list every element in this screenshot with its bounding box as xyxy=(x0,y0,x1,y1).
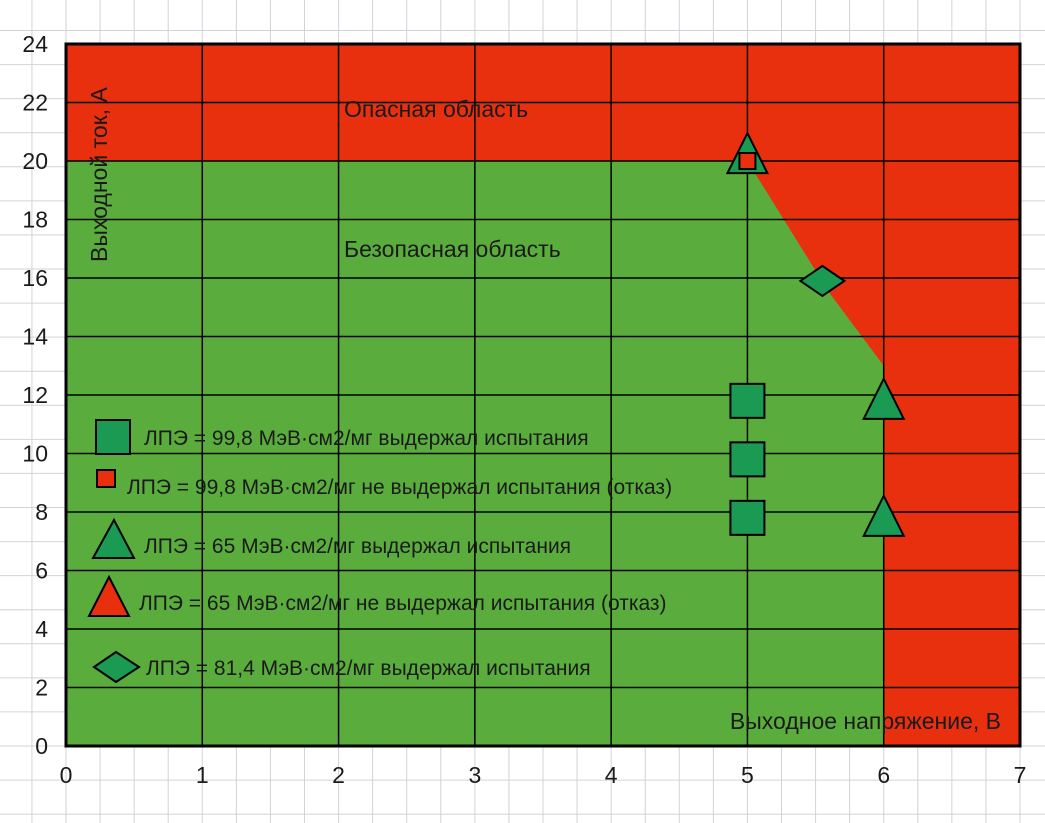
y-tick-label: 6 xyxy=(35,558,48,584)
x-tick-label: 4 xyxy=(605,762,618,788)
safe-region-label: Безопасная область xyxy=(344,236,561,262)
legend-label-1: ЛПЭ = 99,8 МэВ·см2/мг выдержал испытания xyxy=(144,427,589,450)
marker-triangle xyxy=(862,376,906,420)
legend: ЛПЭ = 99,8 МэВ·см2/мг выдержал испытания… xyxy=(87,419,672,684)
legend-label-3: ЛПЭ = 65 МэВ·см2/мг выдержал испытания xyxy=(144,535,571,558)
y-tick-label: 4 xyxy=(35,616,48,642)
y-tick-label: 18 xyxy=(22,207,48,233)
y-tick-label: 2 xyxy=(35,675,48,701)
danger-region-label: Опасная область xyxy=(344,96,528,122)
legend-symbol-square-red xyxy=(96,469,116,488)
marker-diamond xyxy=(798,264,847,298)
x-tick-label: 0 xyxy=(60,762,73,788)
legend-symbol-diamond-green xyxy=(92,650,141,684)
legend-label-5: ЛПЭ = 81,4 МэВ·см2/мг выдержал испытания xyxy=(146,657,591,680)
plot-frame xyxy=(64,42,1022,748)
marker-square xyxy=(729,499,766,536)
legend-symbol-square-green xyxy=(95,419,131,455)
y-tick-label: 10 xyxy=(22,441,48,467)
marker-triangle xyxy=(862,493,906,537)
legend-label-4: ЛПЭ = 65 МэВ·см2/мг не выдержал испытани… xyxy=(139,592,667,615)
y-tick-label: 16 xyxy=(22,265,48,291)
x-tick-label: 6 xyxy=(877,762,890,788)
y-tick-label: 14 xyxy=(22,324,48,350)
y-tick-label: 8 xyxy=(35,499,48,525)
x-tick-label: 2 xyxy=(332,762,345,788)
x-tick-label: 1 xyxy=(196,762,209,788)
x-tick-label: 5 xyxy=(741,762,754,788)
x-tick-label: 7 xyxy=(1014,762,1027,788)
marker-square xyxy=(729,441,766,478)
marker-square-small xyxy=(738,152,757,170)
y-tick-label: 0 xyxy=(35,733,48,759)
legend-symbol-triangle-green xyxy=(91,517,136,559)
x-axis-label: Выходное напряжение, В xyxy=(730,708,1001,734)
legend-symbol-triangle-red xyxy=(87,574,131,617)
y-tick-label: 24 xyxy=(22,31,48,57)
y-tick-label: 12 xyxy=(22,382,48,408)
x-axis-ticks: 0 1 2 3 4 5 6 7 xyxy=(60,762,1027,788)
legend-label-2: ЛПЭ = 99,8 МэВ·см2/мг не выдержал испыта… xyxy=(127,476,672,499)
y-tick-label: 22 xyxy=(22,90,48,116)
y-tick-label: 20 xyxy=(22,148,48,174)
marker-square xyxy=(729,382,766,419)
y-axis-label: Выходной ток, А xyxy=(86,87,112,262)
data-markers xyxy=(725,130,906,537)
x-tick-label: 3 xyxy=(468,762,481,788)
